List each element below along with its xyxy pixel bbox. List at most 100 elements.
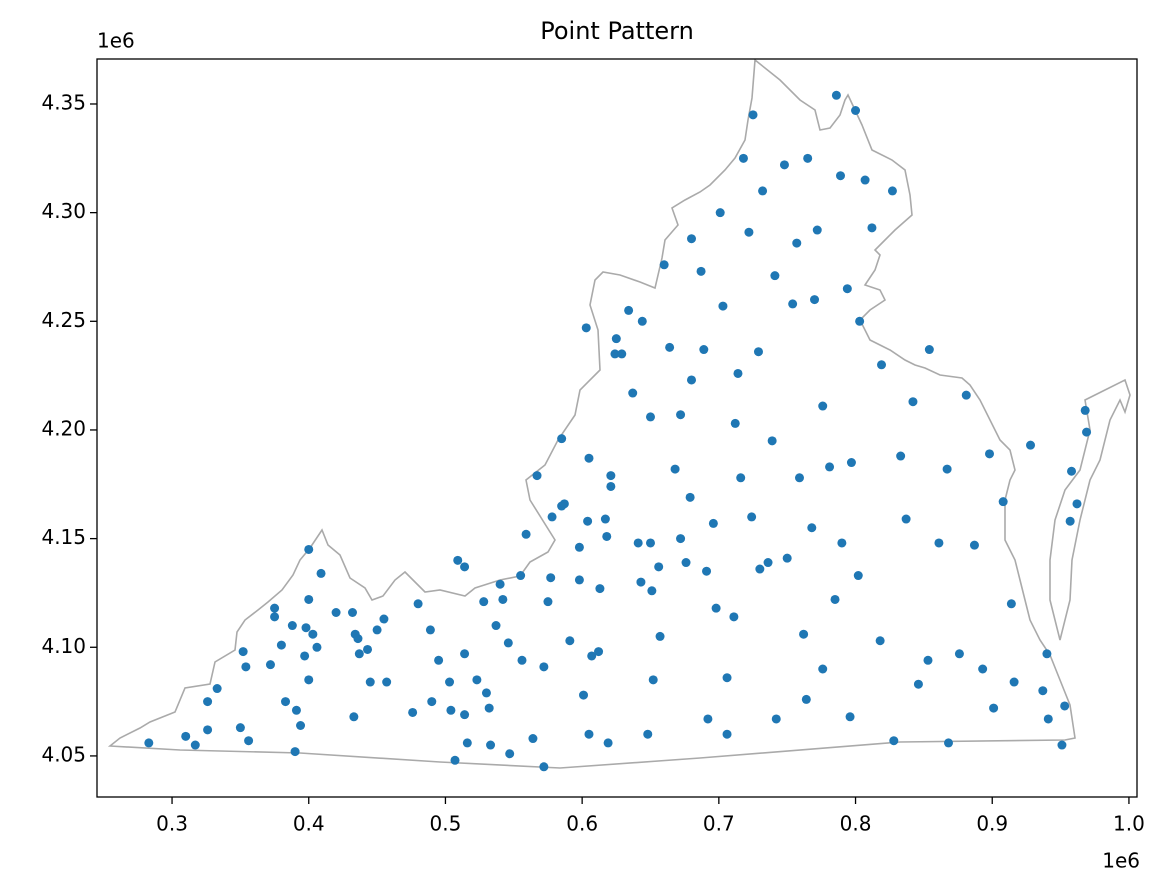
point: [235, 723, 245, 733]
point: [633, 538, 643, 548]
y-tick-label: 4.25: [41, 308, 86, 332]
y-offset-label: 1e6: [97, 29, 135, 53]
point: [923, 655, 933, 665]
point: [600, 514, 610, 524]
point: [304, 544, 314, 554]
point: [331, 608, 341, 617]
point: [1060, 701, 1070, 711]
point: [782, 553, 792, 563]
point: [498, 594, 508, 604]
point: [276, 640, 286, 650]
point: [779, 160, 789, 170]
point: [606, 481, 616, 491]
point: [617, 349, 627, 359]
point: [462, 738, 472, 748]
point: [1080, 405, 1090, 415]
point: [486, 740, 496, 750]
point: [853, 571, 863, 581]
point: [581, 323, 591, 333]
point: [347, 608, 357, 617]
point: [543, 597, 553, 607]
point: [241, 662, 251, 672]
point: [867, 223, 877, 233]
point: [287, 621, 297, 631]
point: [836, 171, 846, 181]
point: [296, 721, 306, 731]
point: [755, 564, 765, 574]
point: [521, 529, 531, 539]
point: [703, 714, 713, 724]
point: [611, 334, 621, 344]
point: [495, 579, 505, 589]
point: [643, 729, 653, 739]
x-tick-label: 0.8: [840, 812, 872, 836]
point: [491, 621, 501, 631]
point: [794, 473, 804, 483]
point: [860, 175, 870, 185]
point: [505, 749, 515, 759]
x-tick-label: 0.3: [156, 812, 188, 836]
y-tick-label: 4.35: [41, 90, 86, 114]
point: [1072, 499, 1082, 509]
point: [212, 684, 222, 694]
point: [830, 594, 840, 604]
point: [574, 575, 584, 585]
point: [603, 738, 613, 748]
point: [265, 660, 275, 670]
point: [270, 612, 280, 622]
point: [877, 360, 887, 370]
point: [1057, 740, 1067, 750]
point: [484, 703, 494, 713]
point: [546, 573, 556, 583]
point: [767, 436, 777, 446]
point: [961, 390, 971, 400]
point: [427, 697, 437, 707]
point: [304, 594, 314, 604]
point: [729, 612, 739, 622]
point: [654, 562, 664, 572]
point: [807, 523, 817, 533]
point: [479, 597, 489, 607]
point: [624, 305, 634, 315]
point: [382, 677, 392, 687]
point: [648, 675, 658, 685]
point: [942, 464, 952, 474]
point: [636, 577, 646, 587]
point: [681, 558, 691, 568]
point: [606, 471, 616, 481]
point: [788, 299, 798, 309]
x-tick-label: 0.6: [566, 812, 598, 836]
point: [516, 571, 526, 581]
point: [413, 599, 423, 609]
point: [901, 514, 911, 524]
point: [602, 531, 612, 541]
point: [1082, 427, 1092, 437]
point: [460, 649, 470, 659]
point: [308, 629, 318, 639]
point: [645, 538, 655, 548]
point: [445, 677, 455, 687]
point: [587, 651, 597, 661]
point: [845, 712, 855, 722]
point: [753, 347, 763, 357]
point: [379, 614, 389, 624]
outline: [107, 58, 1131, 769]
point: [702, 566, 712, 576]
point: [687, 375, 697, 385]
state-outline: [107, 58, 1076, 769]
point: [998, 497, 1008, 507]
point: [460, 710, 470, 720]
y-tick-label: 4.20: [41, 416, 86, 440]
point: [610, 349, 620, 359]
point: [190, 740, 200, 750]
point: [517, 655, 527, 665]
x-tick-label: 0.4: [293, 812, 325, 836]
point: [450, 755, 460, 765]
point: [896, 451, 906, 461]
point: [748, 110, 758, 120]
point: [281, 697, 291, 707]
point: [851, 106, 861, 116]
point: [460, 562, 470, 572]
point: [1006, 599, 1016, 609]
eastern-shore-outline: [1049, 378, 1131, 641]
